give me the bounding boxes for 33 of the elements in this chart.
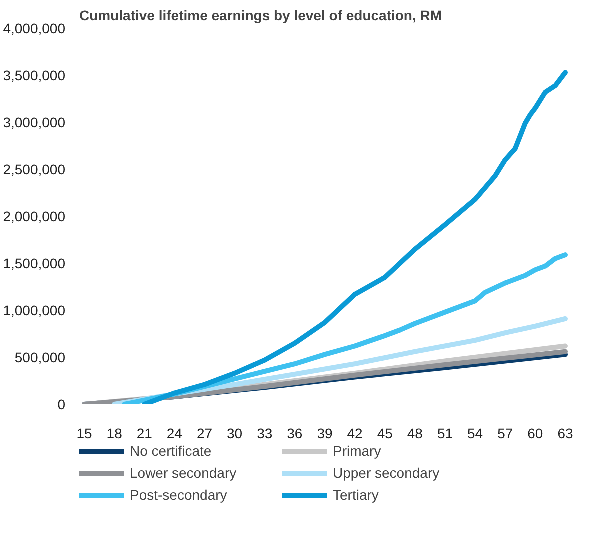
legend-label: Primary — [333, 443, 382, 459]
y-tick-label: 4,000,000 — [3, 20, 66, 36]
chart-title: Cumulative lifetime earnings by level of education, RM — [80, 8, 442, 24]
x-tick-label: 24 — [166, 426, 183, 442]
x-tick-label: 48 — [407, 426, 424, 442]
x-tick-label: 30 — [227, 426, 243, 442]
legend-label: Post-secondary — [130, 487, 228, 503]
x-tick-label: 27 — [196, 426, 213, 442]
y-tick-label: 3,000,000 — [3, 114, 66, 130]
x-tick-label: 45 — [377, 426, 394, 442]
y-tick-label: 3,500,000 — [3, 68, 66, 84]
x-tick-label: 60 — [528, 426, 544, 442]
y-tick-label: 500,000 — [14, 350, 66, 366]
y-tick-label: 1,500,000 — [3, 256, 66, 272]
x-tick-label: 33 — [257, 426, 273, 442]
y-tick-label: 0 — [58, 396, 66, 412]
x-tick-label: 51 — [437, 426, 454, 442]
x-tick-label: 54 — [468, 426, 484, 442]
x-tick-label: 18 — [106, 426, 123, 442]
x-tick-label: 42 — [347, 426, 364, 442]
x-tick-label: 36 — [287, 426, 303, 442]
x-tick-label: 15 — [76, 426, 93, 442]
y-tick-label: 2,500,000 — [3, 162, 66, 178]
legend-label: Upper secondary — [333, 465, 441, 481]
x-tick-label: 63 — [558, 426, 574, 442]
x-tick-label: 57 — [498, 426, 514, 442]
y-tick-label: 1,000,000 — [3, 302, 66, 318]
legend-label: No certificate — [130, 443, 213, 459]
x-tick-label: 39 — [317, 426, 333, 442]
legend-label: Lower secondary — [130, 465, 238, 481]
y-tick-label: 2,000,000 — [3, 208, 66, 224]
x-tick-label: 21 — [136, 426, 153, 442]
legend-label: Tertiary — [333, 487, 380, 503]
